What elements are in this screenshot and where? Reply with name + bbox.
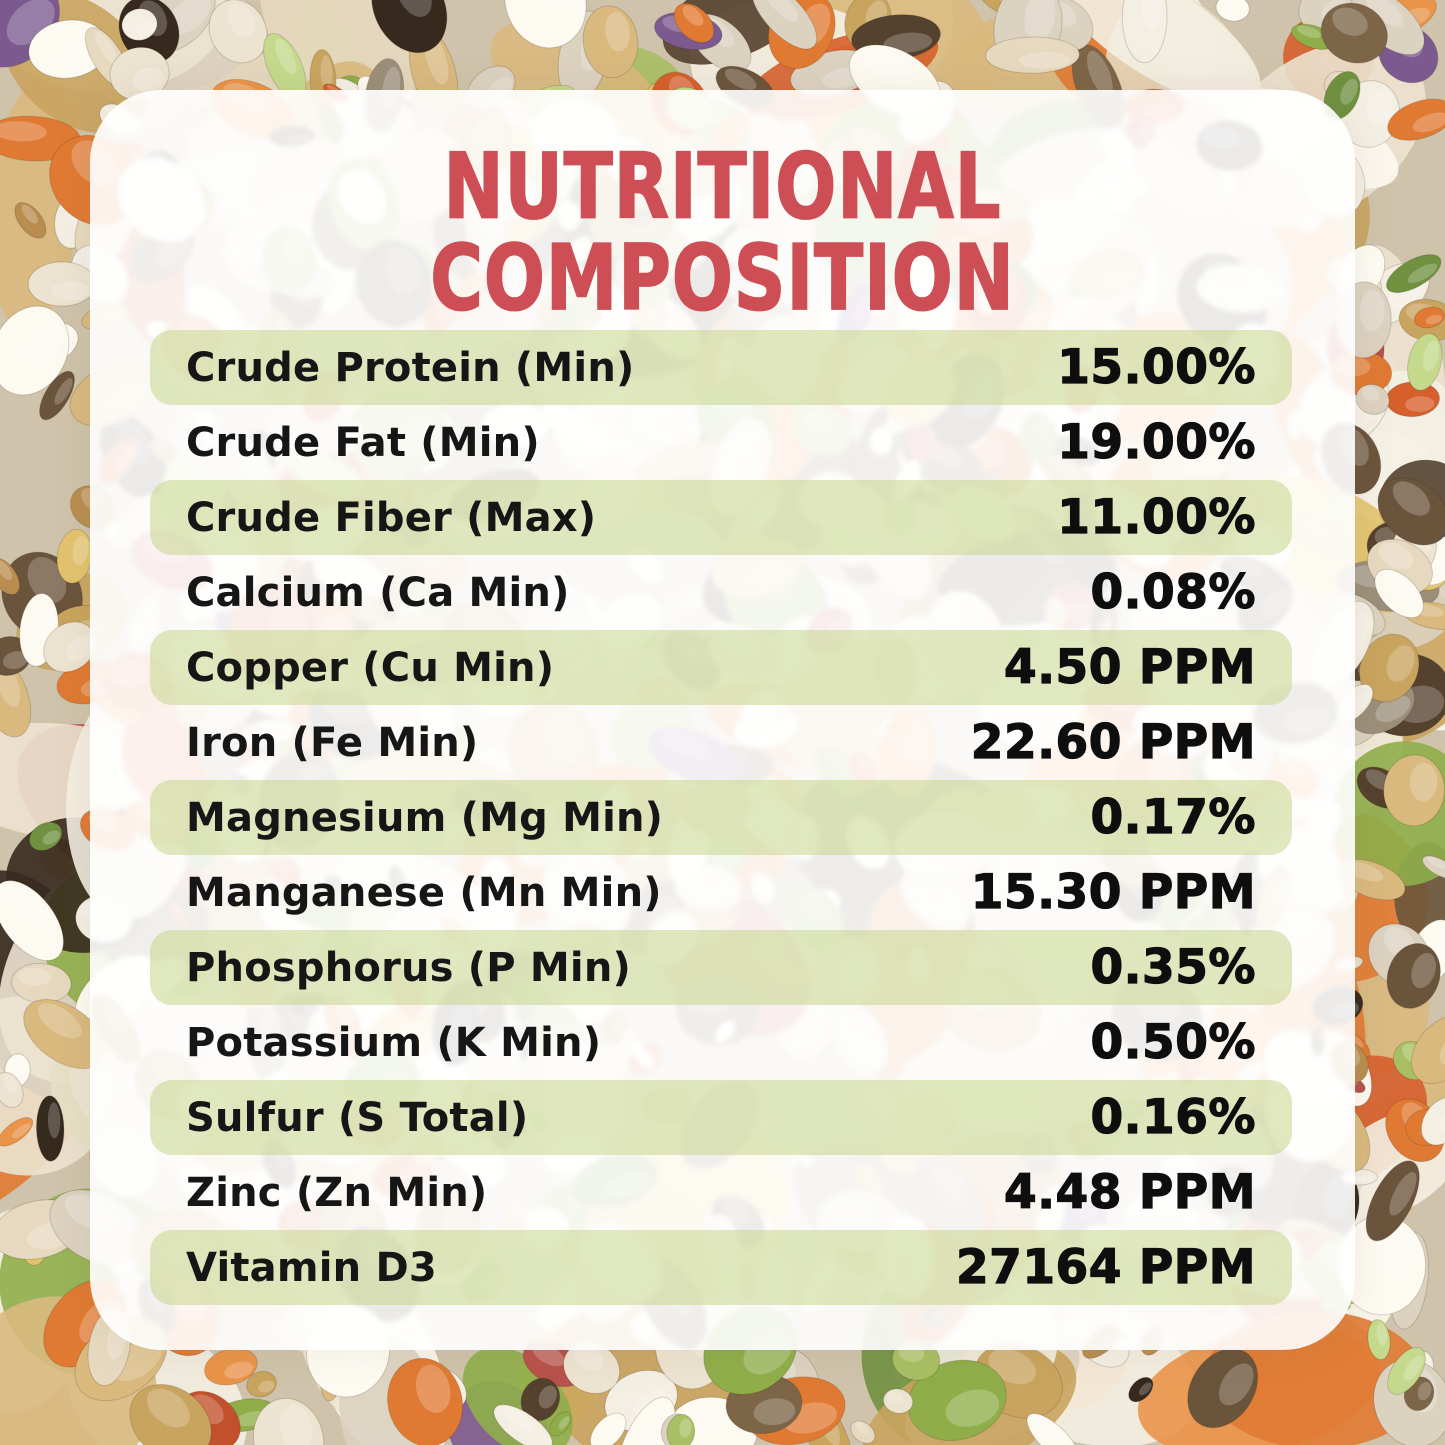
row-value: 0.35% — [1090, 939, 1256, 995]
page-title: NUTRITIONAL COMPOSITION — [109, 134, 1336, 331]
row-value: 11.00% — [1057, 489, 1256, 545]
row-value: 4.48 PPM — [1003, 1164, 1256, 1220]
row-label: Calcium (Ca Min) — [186, 569, 570, 616]
row-value: 0.08% — [1090, 564, 1256, 620]
table-row: Sulfur (S Total) 0.16% — [150, 1080, 1292, 1155]
row-value: 19.00% — [1057, 414, 1256, 470]
table-row: Potassium (K Min) 0.50% — [150, 1005, 1292, 1080]
table-row: Calcium (Ca Min) 0.08% — [150, 555, 1292, 630]
row-label: Iron (Fe Min) — [186, 719, 479, 766]
row-label: Vitamin D3 — [186, 1244, 437, 1291]
row-value: 0.17% — [1090, 789, 1256, 845]
row-label: Manganese (Mn Min) — [186, 869, 662, 916]
table-row: Vitamin D3 27164 PPM — [150, 1230, 1292, 1305]
row-value: 4.50 PPM — [1003, 639, 1256, 695]
row-label: Sulfur (S Total) — [186, 1094, 529, 1141]
row-value: 0.16% — [1090, 1089, 1256, 1145]
row-label: Phosphorus (P Min) — [186, 944, 632, 991]
nutrition-card: NUTRITIONAL COMPOSITION Crude Protein (Mi… — [90, 90, 1355, 1350]
table-row: Copper (Cu Min) 4.50 PPM — [150, 630, 1292, 705]
table-row: Iron (Fe Min) 22.60 PPM — [150, 705, 1292, 780]
table-row: Zinc (Zn Min) 4.48 PPM — [150, 1155, 1292, 1230]
title-line-1: NUTRITIONAL — [443, 134, 1002, 240]
table-row: Crude Fat (Min) 19.00% — [150, 405, 1292, 480]
table-row: Magnesium (Mg Min) 0.17% — [150, 780, 1292, 855]
row-value: 0.50% — [1090, 1014, 1256, 1070]
row-label: Crude Protein (Min) — [186, 344, 635, 391]
row-value: 27164 PPM — [955, 1239, 1256, 1295]
title-line-2: COMPOSITION — [429, 225, 1015, 331]
row-label: Magnesium (Mg Min) — [186, 794, 664, 841]
table-row: Phosphorus (P Min) 0.35% — [150, 930, 1292, 1005]
row-value: 15.30 PPM — [970, 864, 1256, 920]
table-row: Crude Protein (Min) 15.00% — [150, 330, 1292, 405]
row-label: Crude Fiber (Max) — [186, 494, 597, 541]
row-label: Potassium (K Min) — [186, 1019, 602, 1066]
table-row: Manganese (Mn Min) 15.30 PPM — [150, 855, 1292, 930]
row-label: Copper (Cu Min) — [186, 644, 555, 691]
row-value: 22.60 PPM — [970, 714, 1256, 770]
row-label: Crude Fat (Min) — [186, 419, 540, 466]
nutrition-table: Crude Protein (Min) 15.00% Crude Fat (Min)… — [150, 330, 1292, 1305]
row-value: 15.00% — [1057, 339, 1256, 395]
row-label: Zinc (Zn Min) — [186, 1169, 488, 1216]
table-row: Crude Fiber (Max) 11.00% — [150, 480, 1292, 555]
